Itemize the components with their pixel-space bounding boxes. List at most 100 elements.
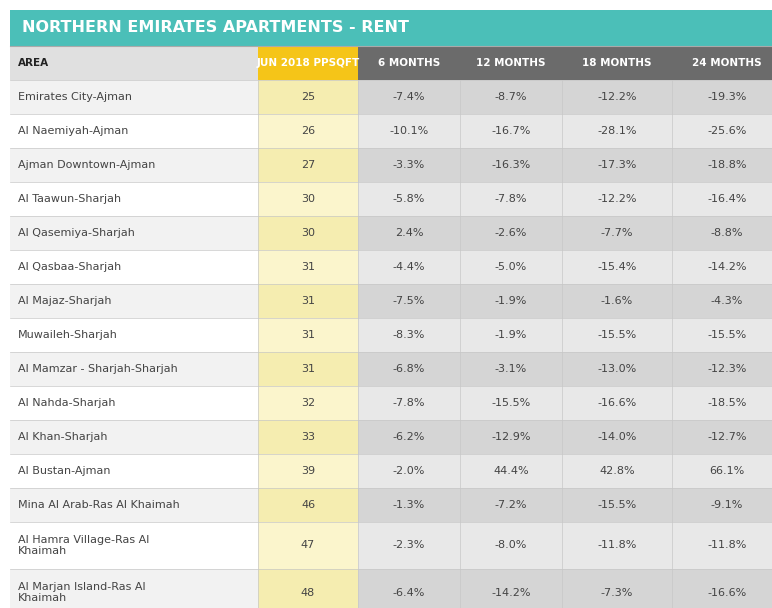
Text: -15.5%: -15.5%	[491, 398, 530, 408]
Bar	[672, 80, 772, 114]
Bar	[258, 80, 358, 114]
Bar	[672, 352, 772, 386]
Text: Al Hamra Village-Ras Al
Khaimah: Al Hamra Village-Ras Al Khaimah	[18, 534, 149, 556]
Bar	[672, 454, 772, 488]
Text: Al Taawun-Sharjah: Al Taawun-Sharjah	[18, 194, 121, 204]
Bar	[358, 284, 460, 318]
Text: -11.8%: -11.8%	[598, 541, 637, 550]
Text: Al Naemiyah-Ajman: Al Naemiyah-Ajman	[18, 126, 128, 136]
Bar	[460, 182, 562, 216]
Bar	[10, 10, 772, 46]
Text: Al Khan-Sharjah: Al Khan-Sharjah	[18, 432, 107, 442]
Text: 44.4%: 44.4%	[493, 466, 529, 476]
Bar	[562, 148, 672, 182]
Text: Mina Al Arab-Ras Al Khaimah: Mina Al Arab-Ras Al Khaimah	[18, 500, 180, 510]
Bar	[672, 182, 772, 216]
Bar	[258, 352, 358, 386]
Bar	[10, 386, 258, 420]
Bar	[358, 216, 460, 250]
Bar	[10, 318, 258, 352]
Text: -6.2%: -6.2%	[393, 432, 425, 442]
Bar	[258, 148, 358, 182]
Bar	[10, 569, 258, 608]
Bar	[10, 284, 258, 318]
Bar	[258, 454, 358, 488]
Text: -2.0%: -2.0%	[393, 466, 425, 476]
Text: -1.3%: -1.3%	[393, 500, 425, 510]
Text: -18.5%: -18.5%	[707, 398, 747, 408]
Bar	[562, 80, 672, 114]
Bar	[562, 318, 672, 352]
Text: 33: 33	[301, 432, 315, 442]
Text: -12.3%: -12.3%	[707, 364, 747, 374]
Bar	[258, 284, 358, 318]
Bar	[672, 569, 772, 608]
Text: -11.8%: -11.8%	[707, 541, 747, 550]
Text: -18.8%: -18.8%	[707, 160, 747, 170]
Text: -7.2%: -7.2%	[495, 500, 527, 510]
Bar	[460, 352, 562, 386]
Bar	[10, 114, 258, 148]
Text: 46: 46	[301, 500, 315, 510]
Text: -12.2%: -12.2%	[598, 92, 637, 102]
Bar	[358, 80, 460, 114]
Bar	[460, 454, 562, 488]
Bar	[358, 46, 460, 80]
Text: -8.3%: -8.3%	[393, 330, 425, 340]
Text: 12 MONTHS: 12 MONTHS	[476, 58, 546, 68]
Bar	[672, 250, 772, 284]
Text: Al Mamzar - Sharjah-Sharjah: Al Mamzar - Sharjah-Sharjah	[18, 364, 178, 374]
Bar	[672, 420, 772, 454]
Text: -14.0%: -14.0%	[598, 432, 637, 442]
Bar	[258, 420, 358, 454]
Text: -28.1%: -28.1%	[598, 126, 637, 136]
Bar	[10, 80, 258, 114]
Bar	[562, 569, 672, 608]
Bar	[10, 46, 258, 80]
Bar	[672, 216, 772, 250]
Text: -5.8%: -5.8%	[393, 194, 425, 204]
Text: -15.4%: -15.4%	[598, 262, 637, 272]
Text: 30: 30	[301, 228, 315, 238]
Bar	[10, 488, 258, 522]
Text: -3.1%: -3.1%	[495, 364, 527, 374]
Text: 18 MONTHS: 18 MONTHS	[582, 58, 652, 68]
Bar	[562, 352, 672, 386]
Bar	[672, 148, 772, 182]
Text: -1.6%: -1.6%	[601, 296, 633, 306]
Text: -3.3%: -3.3%	[393, 160, 425, 170]
Bar	[358, 148, 460, 182]
Bar	[460, 569, 562, 608]
Bar	[460, 284, 562, 318]
Text: Al Qasemiya-Sharjah: Al Qasemiya-Sharjah	[18, 228, 135, 238]
Text: -16.6%: -16.6%	[598, 398, 637, 408]
Bar	[562, 522, 672, 569]
Bar	[562, 386, 672, 420]
Bar	[562, 454, 672, 488]
Bar	[258, 488, 358, 522]
Text: -5.0%: -5.0%	[495, 262, 527, 272]
Bar	[358, 488, 460, 522]
Bar	[10, 250, 258, 284]
Text: Muwaileh-Sharjah: Muwaileh-Sharjah	[18, 330, 118, 340]
Bar	[358, 522, 460, 569]
Text: 66.1%: 66.1%	[709, 466, 745, 476]
Bar	[258, 386, 358, 420]
Bar	[562, 250, 672, 284]
Text: 39: 39	[301, 466, 315, 476]
Bar	[258, 182, 358, 216]
Bar	[258, 114, 358, 148]
Bar	[10, 182, 258, 216]
Text: 31: 31	[301, 330, 315, 340]
Bar	[258, 569, 358, 608]
Bar	[562, 488, 672, 522]
Text: 25: 25	[301, 92, 315, 102]
Bar	[460, 488, 562, 522]
Bar	[460, 522, 562, 569]
Text: -25.6%: -25.6%	[707, 126, 747, 136]
Text: -1.9%: -1.9%	[495, 296, 527, 306]
Bar	[258, 250, 358, 284]
Text: -16.7%: -16.7%	[491, 126, 530, 136]
Bar	[358, 182, 460, 216]
Text: 31: 31	[301, 262, 315, 272]
